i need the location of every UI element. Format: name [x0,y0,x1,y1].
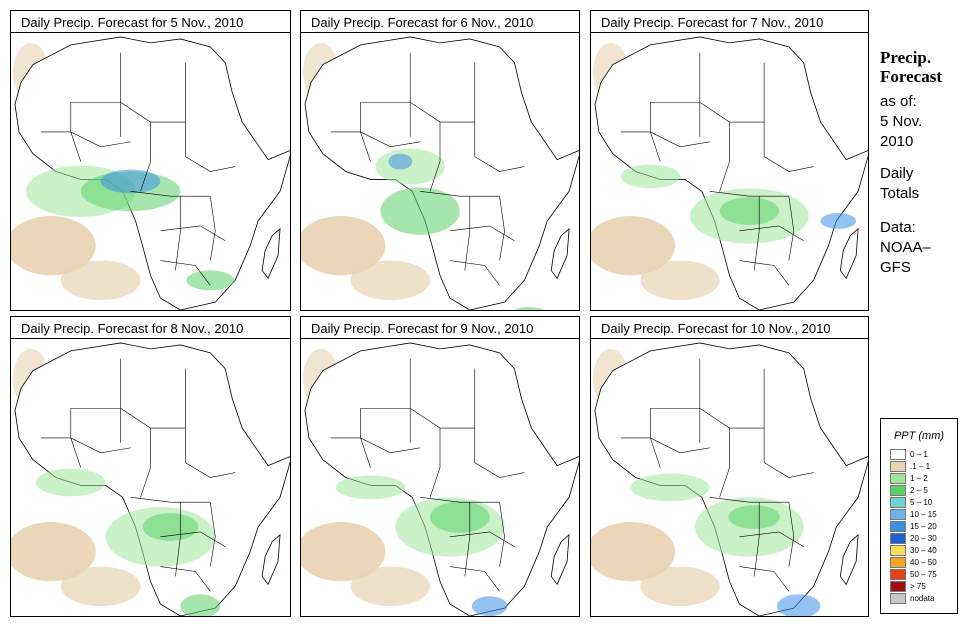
legend-swatch [890,449,906,460]
forecast-panel-2: Daily Precip. Forecast for 6 Nov., 2010 [300,10,580,311]
side-heading-2: Forecast [880,67,942,86]
legend-label: 0 – 1 [910,450,928,459]
legend-label: 40 – 50 [910,558,937,567]
data-label: Data: [880,219,916,236]
legend-swatch [890,485,906,496]
legend-label: 1 – 2 [910,474,928,483]
legend-swatch [890,593,906,604]
forecast-panel-4: Daily Precip. Forecast for 8 Nov., 2010 [10,316,291,617]
legend-swatch [890,557,906,568]
daily-label: Daily [880,165,914,182]
totals-label: Totals [880,185,920,202]
precip-map [10,338,291,617]
madagascar-outline [839,533,859,586]
panel-title: Daily Precip. Forecast for 7 Nov., 2010 [590,10,869,33]
data-source-1: NOAA– [880,239,931,256]
madagascar-outline [261,227,281,280]
asof-date: 5 Nov. [880,113,923,130]
madagascar-outline [839,227,859,280]
panel-title: Daily Precip. Forecast for 6 Nov., 2010 [300,10,580,33]
forecast-panel-3: Daily Precip. Forecast for 7 Nov., 2010 [590,10,869,311]
panel-title: Daily Precip. Forecast for 9 Nov., 2010 [300,316,580,339]
legend-swatch [890,521,906,532]
legend-label: 5 – 10 [910,498,933,507]
panel-title: Daily Precip. Forecast for 5 Nov., 2010 [10,10,291,33]
legend-title: PPT (mm) [893,430,945,442]
asof-year: 2010 [880,133,914,150]
madagascar-outline [550,227,570,280]
legend-swatch [890,509,906,520]
legend-label: 2 – 5 [910,486,928,495]
legend-swatch [890,497,906,508]
africa-map [301,342,579,616]
precip-legend: PPT (mm) 0 – 1 .1 – 1 1 – 2 2 – 5 5 – 10 10 –… [880,418,958,614]
forecast-panel-6: Daily Precip. Forecast for 10 Nov., 2010 [590,316,869,617]
legend-label: 50 – 75 [910,570,937,579]
madagascar-outline [261,533,281,586]
precip-map [590,338,869,617]
africa-map [11,36,290,310]
africa-map [591,342,868,616]
legend-label: nodata [910,594,935,603]
asof-label: as of: [880,93,917,110]
forecast-panel-1: Daily Precip. Forecast for 5 Nov., 2010 [10,10,291,311]
side-info: Precip. Forecast as of: 5 Nov. 2010 Dail… [880,48,965,278]
legend-label: 10 – 15 [910,510,937,519]
legend-swatch [890,473,906,484]
forecast-panel-5: Daily Precip. Forecast for 9 Nov., 2010 [300,316,580,617]
legend-swatch [890,461,906,472]
africa-map [301,36,579,310]
legend-swatch [890,545,906,556]
precip-map [300,338,580,617]
africa-map [591,36,868,310]
legend-label: 20 – 30 [910,534,937,543]
panel-title: Daily Precip. Forecast for 8 Nov., 2010 [10,316,291,339]
legend-label: 15 – 20 [910,522,937,531]
africa-map [11,342,290,616]
legend-swatch [890,533,906,544]
legend-swatch [890,569,906,580]
legend-label: > 75 [910,582,926,591]
precip-map [590,32,869,311]
madagascar-outline [550,533,570,586]
legend-label: 30 – 40 [910,546,937,555]
precip-map [10,32,291,311]
africa-outline [304,342,579,616]
precip-map [300,32,580,311]
legend-label: .1 – 1 [910,462,931,471]
side-heading-1: Precip. [880,48,932,67]
legend-swatch [890,581,906,592]
panel-title: Daily Precip. Forecast for 10 Nov., 2010 [590,316,869,339]
data-source-2: GFS [880,259,911,276]
